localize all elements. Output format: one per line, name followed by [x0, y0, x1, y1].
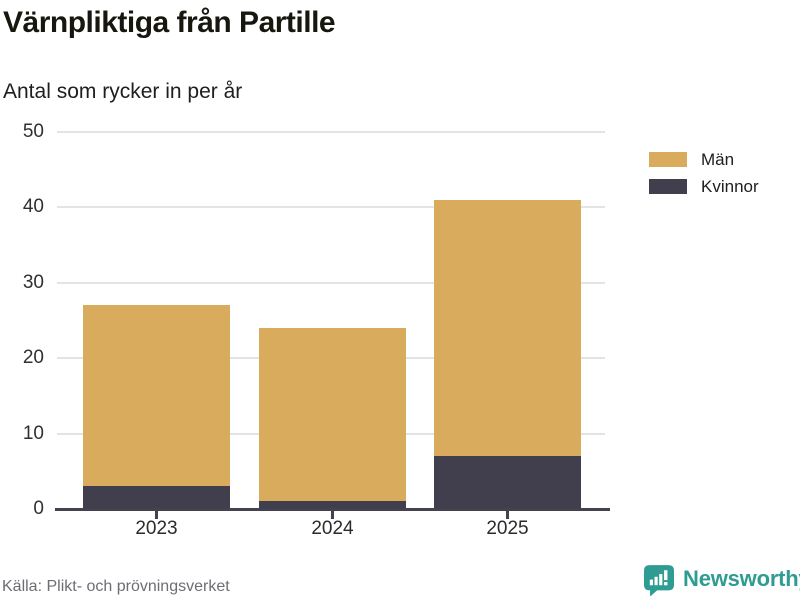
- y-tick-label-30: 30: [22, 271, 44, 293]
- chart-subtitle: Antal som rycker in per år: [3, 80, 243, 103]
- newsworthy-wordmark: Newsworthy: [683, 566, 800, 591]
- y-tick-label-40: 40: [22, 196, 44, 218]
- bar-2025-man: [434, 199, 581, 457]
- gridline-30: [57, 281, 605, 284]
- x-axis-line: [55, 507, 610, 511]
- x-tick-label-2025: 2025: [486, 518, 529, 539]
- legend-item-mn: Män: [649, 150, 759, 169]
- x-tick-label-2024: 2024: [311, 518, 354, 539]
- bar-2023-man: [83, 305, 230, 487]
- gridline-40: [57, 206, 605, 209]
- newsworthy-icon: [644, 565, 674, 597]
- y-tick-label-0: 0: [33, 498, 44, 519]
- bar-2025-kvinnor: [434, 456, 581, 509]
- legend-label: Kvinnor: [701, 176, 759, 196]
- x-tick-label-2023: 2023: [135, 518, 178, 539]
- legend-swatch: [649, 179, 687, 194]
- legend-swatch: [649, 152, 687, 167]
- bar-2023-kvinnor: [83, 486, 230, 509]
- legend-label: Män: [701, 149, 735, 169]
- newsworthy-logo: Newsworthy: [644, 565, 800, 597]
- y-tick-label-10: 10: [22, 422, 44, 444]
- legend: Män Kvinnor: [649, 150, 759, 204]
- bar-2024-kvinnor: [259, 501, 406, 509]
- y-tick-label-50: 50: [22, 121, 44, 142]
- y-tick-label-20: 20: [22, 347, 44, 369]
- legend-item-kvinnor: Kvinnor: [649, 177, 759, 196]
- gridline-50: [57, 131, 605, 133]
- source-note: Källa: Plikt- och prövningsverket: [2, 578, 230, 595]
- x-tick-2023: [155, 510, 158, 519]
- bar-2024-man: [259, 328, 406, 502]
- chart-title: Värnpliktiga från Partille: [3, 6, 336, 39]
- x-tick-2025: [506, 510, 509, 519]
- x-tick-2024: [331, 510, 334, 519]
